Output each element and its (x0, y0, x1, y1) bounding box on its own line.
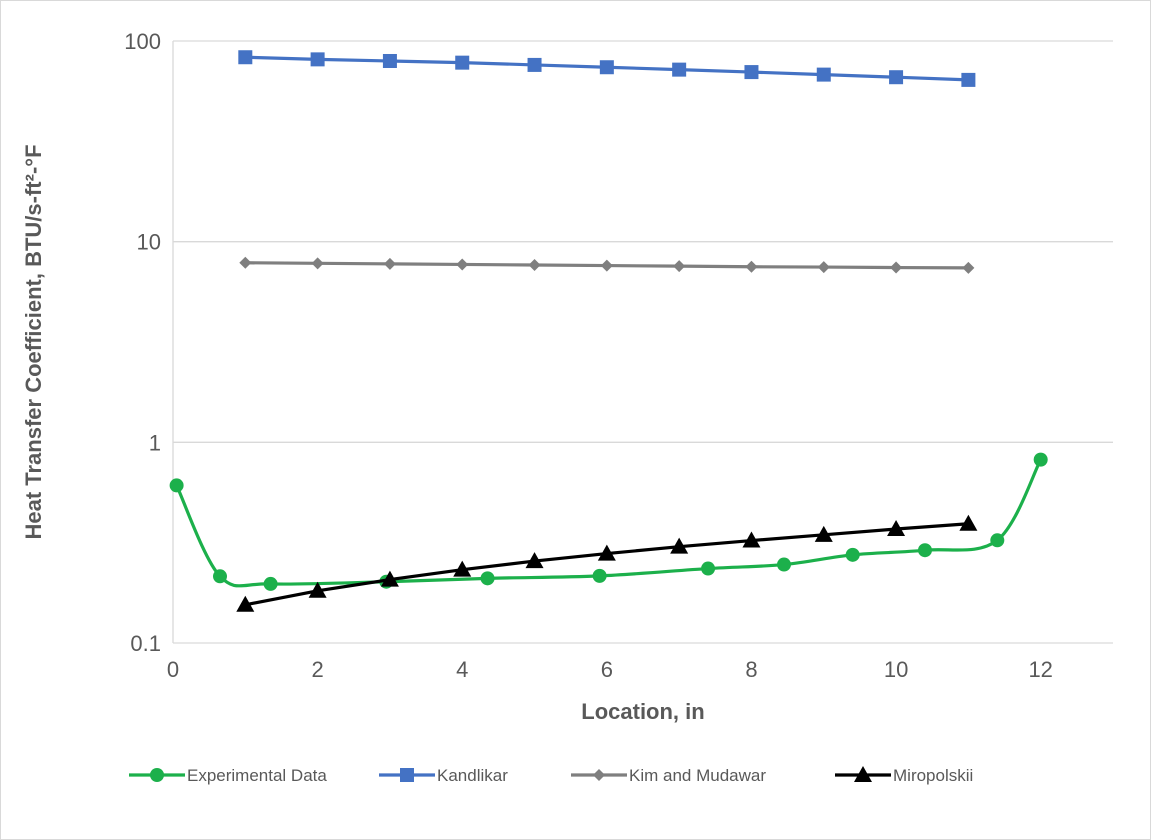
data-point (597, 544, 616, 561)
series-line (175, 458, 1043, 588)
gridlines (173, 40, 1113, 644)
y-tick-label: 1 (149, 430, 161, 455)
data-point (480, 571, 495, 586)
data-point (673, 260, 686, 273)
data-point (453, 560, 472, 577)
x-tick-label: 8 (745, 657, 757, 682)
legend-marker (854, 766, 872, 782)
data-point (455, 55, 470, 70)
series-1 (238, 50, 976, 87)
data-point (814, 525, 833, 542)
data-point (845, 547, 860, 562)
data-point (918, 543, 932, 558)
x-tick-label: 12 (1028, 657, 1052, 682)
data-point (670, 537, 689, 554)
tick-labels: 0.1 1 10 100 0 2 4 6 8 10 12 (124, 29, 1053, 682)
data-point (169, 478, 184, 493)
legend-entry: Kim and Mudawar (571, 766, 766, 785)
data-point (777, 557, 791, 572)
x-tick-label: 6 (601, 657, 613, 682)
data-point (238, 50, 253, 65)
data-point (701, 561, 716, 576)
series-line (243, 522, 970, 607)
series-layer (169, 50, 1048, 612)
data-point (382, 53, 397, 68)
legend-marker (150, 768, 164, 782)
x-tick-label: 10 (884, 657, 908, 682)
data-point (744, 65, 759, 80)
data-point (236, 595, 255, 612)
legend-marker (400, 768, 414, 782)
series-3 (236, 514, 978, 612)
legend-entry: Kandlikar (379, 766, 508, 785)
data-point (380, 570, 399, 587)
legend-label: Miropolskii (893, 766, 973, 785)
data-point (213, 569, 227, 584)
data-point (672, 62, 687, 77)
legend: Experimental Data Kandlikar Kim and Mudawa… (129, 766, 973, 785)
data-point (599, 60, 614, 75)
legend-label: Kandlikar (437, 766, 508, 785)
data-point (816, 67, 831, 82)
data-point (742, 531, 761, 548)
legend-label: Experimental Data (187, 766, 327, 785)
x-tick-label: 4 (456, 657, 468, 682)
data-point (1033, 452, 1048, 467)
data-point (592, 568, 607, 583)
legend-entry: Experimental Data (129, 766, 327, 785)
data-point (308, 581, 327, 598)
legend-label: Kim and Mudawar (629, 766, 766, 785)
data-point (961, 72, 976, 87)
data-point (527, 57, 542, 72)
y-tick-label: 100 (124, 29, 161, 54)
series-0 (169, 452, 1048, 591)
legend-marker (593, 769, 605, 781)
data-point (525, 552, 544, 569)
data-point (239, 256, 252, 269)
data-point (528, 259, 541, 272)
legend-entry: Miropolskii (835, 766, 973, 785)
data-point (959, 514, 978, 531)
series-2 (239, 256, 975, 274)
data-point (311, 257, 324, 270)
data-point (383, 257, 396, 270)
data-point (887, 519, 906, 536)
data-point (990, 533, 1005, 548)
data-point (456, 258, 469, 271)
data-point (817, 261, 830, 274)
data-point (600, 259, 613, 272)
x-axis-title: Location, in (581, 699, 704, 724)
data-point (962, 261, 975, 274)
data-point (310, 52, 325, 67)
data-point (890, 261, 903, 274)
x-tick-label: 0 (167, 657, 179, 682)
x-tick-label: 2 (311, 657, 323, 682)
y-tick-label: 10 (137, 230, 161, 255)
data-point (745, 260, 758, 273)
y-tick-label: 0.1 (130, 631, 161, 656)
y-axis-title: Heat Transfer Coefficient, BTU/s-ft²-°F (21, 144, 46, 539)
data-point (889, 70, 904, 85)
data-point (263, 576, 278, 591)
